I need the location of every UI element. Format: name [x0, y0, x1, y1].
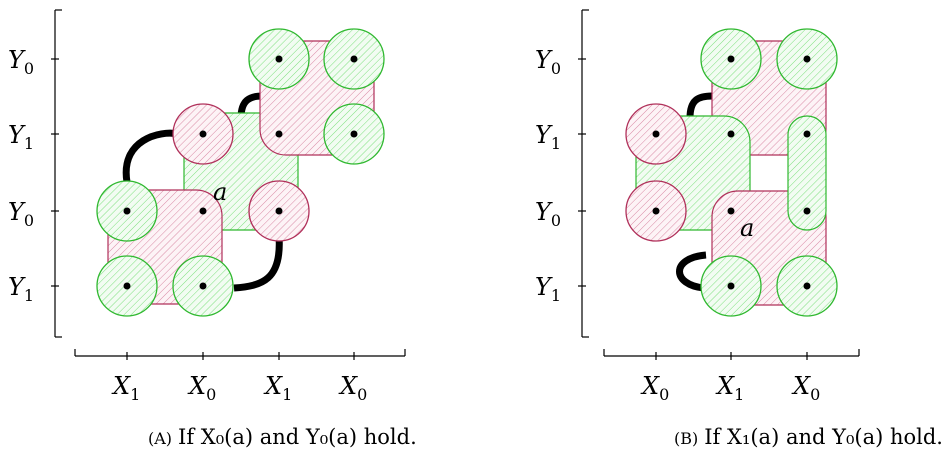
node-dot: [803, 55, 811, 63]
panel-a-caption: (A) If X₀(a) and Y₀(a) hold.: [148, 425, 417, 449]
x-label: X0: [791, 372, 820, 404]
node-dot: [350, 130, 358, 138]
y-label: Y1: [8, 273, 34, 305]
x-label: X0: [338, 372, 367, 404]
panel-b-caption: (B) If X₁(a) and Y₀(a) hold.: [674, 425, 943, 449]
node-dot: [727, 282, 735, 290]
node-dot: [199, 207, 207, 215]
y-label: Y0: [8, 46, 34, 78]
edge: [233, 235, 283, 292]
node-dot: [199, 130, 207, 138]
y-label: Y1: [8, 121, 34, 153]
node-dot: [350, 55, 358, 63]
node-dot: [803, 130, 811, 138]
panel-b-y-labels: Y0 Y1 Y0 Y1: [535, 46, 561, 305]
green-region: [787, 115, 827, 231]
y-label: Y0: [535, 198, 561, 230]
node-dot: [275, 207, 283, 215]
node-dot: [123, 207, 131, 215]
x-label: X0: [640, 372, 669, 404]
node-label-a: a: [740, 214, 754, 242]
node-dot: [727, 207, 735, 215]
node-label-a: a: [213, 178, 227, 206]
edge: [676, 251, 707, 292]
node-dot: [199, 282, 207, 290]
node-dot: [652, 130, 660, 138]
y-label: Y0: [535, 46, 561, 78]
panel-a-y-labels: Y0 Y1 Y0 Y1: [8, 46, 34, 305]
x-label: X1: [111, 372, 140, 404]
node-dot: [275, 55, 283, 63]
y-label: Y1: [535, 121, 561, 153]
panel-b-nodes: [652, 55, 811, 290]
panel-b-y-axis: [578, 9, 589, 338]
panel-a: a Y0 Y1 Y0 Y1 X1 X0 X1 X0 (A) If X₀(a) an…: [8, 9, 417, 449]
edge: [122, 129, 179, 183]
panel-b: a Y0 Y1 Y0 Y1 X0 X1 X0 (B) If X₁(a) and Y…: [535, 9, 943, 449]
y-label: Y0: [8, 198, 34, 230]
node-dot: [275, 130, 283, 138]
node-dot: [803, 207, 811, 215]
node-dot: [652, 207, 660, 215]
node-dot: [727, 130, 735, 138]
node-dot: [727, 55, 735, 63]
panel-a-x-labels: X1 X0 X1 X0: [111, 372, 367, 404]
panel-b-x-axis: [603, 349, 860, 360]
node-dot: [803, 282, 811, 290]
x-label: X0: [187, 372, 216, 404]
panel-a-x-axis: [74, 349, 406, 360]
y-label: Y1: [535, 273, 561, 305]
panel-a-nodes: [123, 55, 358, 290]
panel-b-x-labels: X0 X1 X0: [640, 372, 820, 404]
node-dot: [123, 282, 131, 290]
x-label: X1: [263, 372, 292, 404]
x-label: X1: [715, 372, 744, 404]
panel-a-y-axis: [51, 9, 62, 338]
edge: [686, 92, 713, 119]
